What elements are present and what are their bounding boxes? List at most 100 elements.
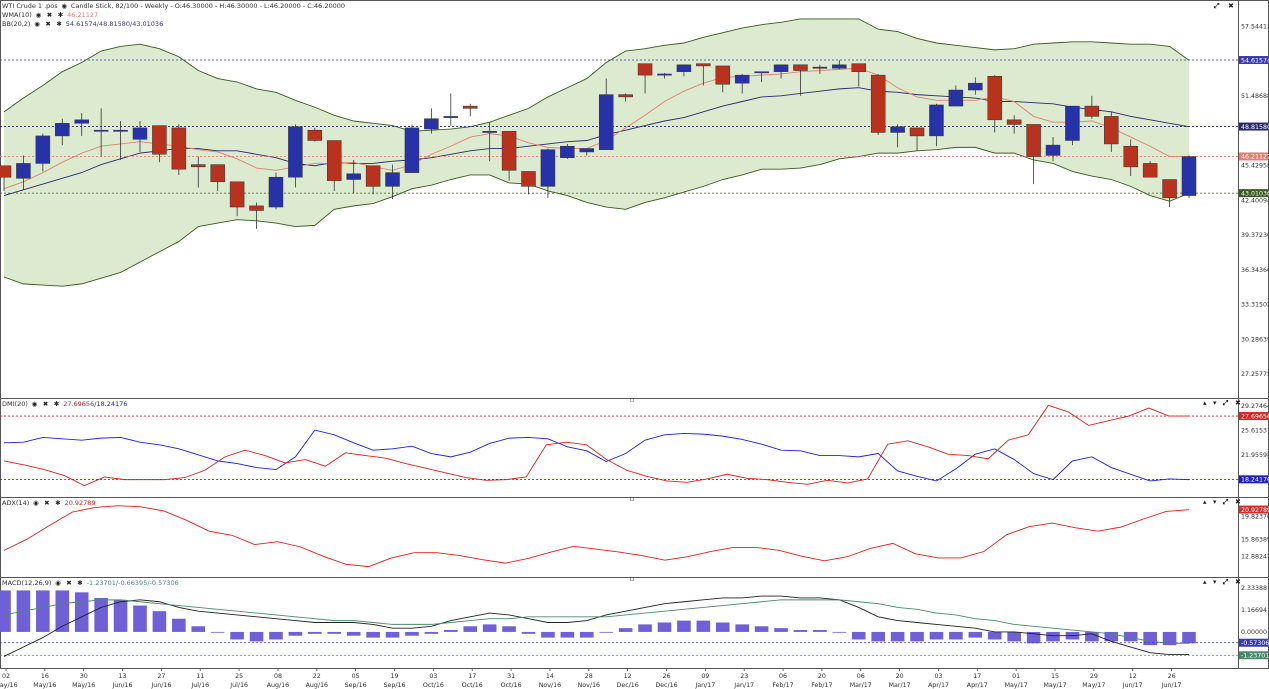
macd-histogram-bar — [366, 631, 380, 638]
macd-histogram-bar — [1162, 631, 1177, 646]
macd-histogram-bar — [677, 620, 691, 632]
move-down-icon[interactable]: ▾ — [1212, 399, 1217, 407]
macd-histogram-bar — [715, 622, 730, 632]
x-tick-month: May/17 — [1082, 682, 1105, 689]
candle-body — [987, 76, 1002, 121]
x-tick-month: Mar/17 — [889, 682, 911, 689]
pane-divider-handle-2: ▫ — [630, 496, 634, 503]
macd-histogram-bar — [210, 631, 225, 633]
price-tag-bg — [1239, 651, 1268, 660]
interval-label: Candle Stick, 82/100 - Weekly — [70, 2, 169, 10]
pane-divider-handle-1: ▫ — [630, 397, 634, 404]
expand-icon[interactable]: ⤢ — [1222, 399, 1229, 407]
x-tick-month: Aug/16 — [306, 682, 328, 689]
x-tick-day: 25 — [235, 673, 243, 680]
price-tag-bg — [1239, 189, 1268, 198]
x-tick-month: Jan/17 — [694, 682, 715, 689]
candle-body — [773, 64, 789, 72]
eye-icon[interactable]: ◉ — [34, 20, 40, 28]
gear-icon[interactable]: ✱ — [56, 20, 62, 28]
close-icon[interactable]: ✖ — [66, 579, 72, 587]
macd-histogram-bar — [910, 631, 924, 642]
x-tick-day: 14 — [546, 673, 554, 680]
expand-icon[interactable]: ⤢ — [1222, 498, 1229, 506]
gear-icon[interactable]: ✱ — [77, 579, 83, 587]
macd-signal-line — [3, 599, 1189, 644]
x-tick-month: Apr/17 — [928, 682, 949, 689]
move-down-icon[interactable]: ▾ — [1212, 578, 1217, 586]
eye-icon[interactable]: ◉ — [32, 499, 39, 507]
x-tick-day: 26 — [662, 673, 670, 680]
gear-icon[interactable]: ✱ — [53, 400, 60, 408]
move-up-icon[interactable]: ▴ — [1203, 498, 1207, 506]
price-tag-label: 27.69656 — [1241, 413, 1269, 420]
macd-histogram-bar — [618, 628, 633, 632]
y-tick-label: 0.00000 — [1241, 629, 1267, 636]
candle-body — [132, 127, 148, 140]
move-up-icon[interactable]: ▴ — [1203, 399, 1207, 407]
close-icon[interactable]: ✖ — [45, 20, 51, 28]
eye-icon[interactable]: ◉ — [31, 400, 38, 408]
x-tick-day: 06 — [857, 673, 865, 680]
y-tick-label: 21.95598 — [1241, 452, 1269, 459]
dmi-minus-value: 18.24176 — [96, 400, 128, 408]
x-tick-day: 20 — [896, 673, 904, 680]
x-tick-month: Jun/16 — [150, 682, 171, 689]
x-tick-day: 26 — [1168, 673, 1176, 680]
close-icon[interactable]: ✖ — [1234, 578, 1241, 586]
macd-pane-controls: ▴ ▾ ⤢ ✖ — [1203, 578, 1241, 587]
eye-icon[interactable]: ◉ — [61, 2, 68, 10]
eye-icon[interactable]: ◉ — [35, 11, 42, 19]
expand-icon[interactable]: ⤢ — [1222, 578, 1229, 586]
x-tick-day: 20 — [818, 673, 826, 680]
expand-icon[interactable]: ⤢ — [1214, 2, 1220, 10]
macd-histogram-bar — [793, 630, 808, 632]
x-tick-month: Feb/17 — [811, 682, 832, 689]
y-tick-label: 2.33388 — [1241, 585, 1267, 592]
price-tag-bg — [1239, 505, 1268, 514]
move-up-icon[interactable]: ▴ — [1203, 578, 1207, 586]
candle-body — [307, 129, 323, 141]
macd-histogram-bar — [463, 626, 478, 632]
candle-body — [579, 148, 595, 153]
pane-frame-1 — [0, 398, 1239, 498]
dmi-plus-value: 27.69656 — [63, 400, 95, 408]
move-down-icon[interactable]: ▾ — [1212, 498, 1217, 506]
price-tag-label: 20.92789 — [1241, 507, 1269, 514]
bollinger-band-fill — [4, 18, 1189, 287]
bb-value: 54.61574/48.81580/43.01036 — [65, 20, 164, 28]
candle-body — [1162, 179, 1177, 199]
candle-body — [385, 172, 400, 187]
macd-histogram-bar — [987, 631, 1002, 640]
x-tick-month: May/17 — [1043, 682, 1066, 689]
x-tick-day: 02 — [2, 673, 10, 680]
candle-body — [152, 125, 167, 155]
eye-icon[interactable]: ◉ — [55, 579, 61, 587]
close-icon[interactable]: ✖ — [44, 499, 50, 507]
macd-name: MACD(12,26,9) — [2, 579, 52, 587]
candle-body — [365, 165, 381, 187]
close-icon[interactable]: ✖ — [46, 11, 53, 19]
candle-body — [346, 173, 361, 180]
dmi-plus-line — [3, 404, 1189, 487]
price-tag-bg — [1239, 56, 1268, 65]
close-icon[interactable]: ✖ — [1234, 399, 1241, 407]
x-tick-day: 03 — [934, 673, 942, 680]
x-tick-day: 27 — [157, 673, 165, 680]
gear-icon[interactable]: ✱ — [57, 11, 64, 19]
main-header: WTI Crude 1 .pos ◉ Candle Stick, 82/100 … — [2, 2, 345, 11]
candle-body — [696, 63, 711, 67]
price-tag-bg — [1239, 412, 1268, 421]
candle-body — [1104, 116, 1119, 145]
macd-line — [3, 595, 1189, 657]
x-tick-month: Jul/16 — [190, 682, 209, 689]
close-icon[interactable]: ✖ — [42, 400, 49, 408]
candle-body — [521, 171, 536, 187]
candle-body — [210, 164, 225, 183]
close-icon[interactable]: ✖ — [1234, 498, 1241, 506]
x-tick-month: Sep/16 — [345, 682, 367, 689]
gear-icon[interactable]: ✱ — [55, 499, 61, 507]
y-tick-label: 1.16694 — [1241, 607, 1267, 614]
close-icon[interactable]: ✖ — [1228, 2, 1234, 10]
macd-histogram-bar — [1143, 631, 1157, 646]
